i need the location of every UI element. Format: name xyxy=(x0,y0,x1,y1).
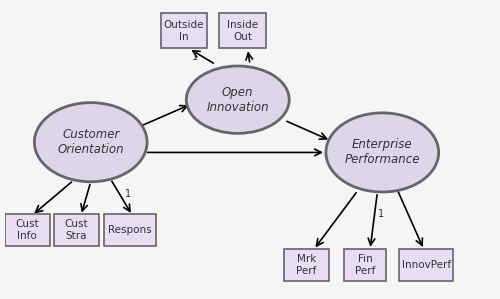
FancyBboxPatch shape xyxy=(104,214,156,246)
FancyBboxPatch shape xyxy=(220,13,266,48)
FancyBboxPatch shape xyxy=(400,249,454,281)
Text: 1: 1 xyxy=(378,209,384,219)
Text: Open
Innovation: Open Innovation xyxy=(206,86,269,114)
Text: 1: 1 xyxy=(126,189,132,199)
Text: InnovPerf: InnovPerf xyxy=(402,260,451,270)
Text: Fin
Perf: Fin Perf xyxy=(355,254,376,276)
Text: Respons: Respons xyxy=(108,225,152,235)
Text: Enterprise
Performance: Enterprise Performance xyxy=(344,138,420,167)
Ellipse shape xyxy=(326,113,438,192)
FancyBboxPatch shape xyxy=(54,214,98,246)
FancyBboxPatch shape xyxy=(284,249,329,281)
FancyBboxPatch shape xyxy=(160,13,207,48)
Text: Outside
In: Outside In xyxy=(164,20,204,42)
Text: 1: 1 xyxy=(192,53,198,62)
Text: Inside
Out: Inside Out xyxy=(227,20,258,42)
Ellipse shape xyxy=(186,66,289,133)
Text: Mrk
Perf: Mrk Perf xyxy=(296,254,316,276)
FancyBboxPatch shape xyxy=(344,249,386,281)
Text: Customer
Orientation: Customer Orientation xyxy=(58,128,124,156)
FancyBboxPatch shape xyxy=(4,214,50,246)
Text: Cust
Stra: Cust Stra xyxy=(64,219,88,241)
Ellipse shape xyxy=(34,103,147,182)
Text: Cust
Info: Cust Info xyxy=(15,219,39,241)
